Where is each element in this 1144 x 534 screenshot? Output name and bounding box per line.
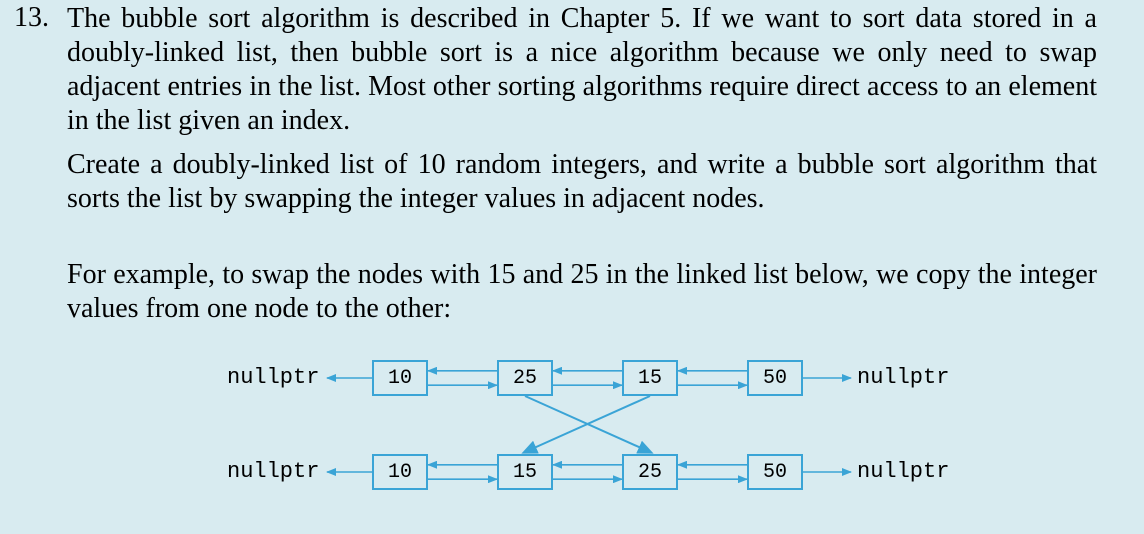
list-node-value: 25 [638, 461, 662, 484]
nullptr-label: nullptr [857, 459, 949, 484]
list-node-top-1: 25 [497, 360, 553, 396]
nullptr-label: nullptr [227, 459, 319, 484]
linked-list-diagram: nullptr nullptr 10 25 15 50 nullptr nullptr 10 15… [67, 340, 1097, 530]
problem-number: 13. [14, 2, 49, 34]
list-node-bottom-3: 50 [747, 454, 803, 490]
list-node-top-0: 10 [372, 360, 428, 396]
list-node-top-3: 50 [747, 360, 803, 396]
paragraph-3: For example, to swap the nodes with 15 a… [67, 258, 1097, 326]
list-node-value: 10 [388, 461, 412, 484]
list-node-top-2: 15 [622, 360, 678, 396]
list-node-value: 50 [763, 367, 787, 390]
nullptr-label: nullptr [857, 365, 949, 390]
paragraph-1: The bubble sort algorithm is described i… [67, 2, 1097, 139]
nullptr-label: nullptr [227, 365, 319, 390]
list-node-value: 50 [763, 461, 787, 484]
page: 13. The bubble sort algorithm is describ… [0, 0, 1144, 534]
list-node-bottom-2: 25 [622, 454, 678, 490]
list-node-value: 25 [513, 367, 537, 390]
list-node-value: 10 [388, 367, 412, 390]
list-node-value: 15 [638, 367, 662, 390]
paragraph-2: Create a doubly-linked list of 10 random… [67, 148, 1097, 216]
list-node-bottom-0: 10 [372, 454, 428, 490]
list-node-bottom-1: 15 [497, 454, 553, 490]
list-node-value: 15 [513, 461, 537, 484]
